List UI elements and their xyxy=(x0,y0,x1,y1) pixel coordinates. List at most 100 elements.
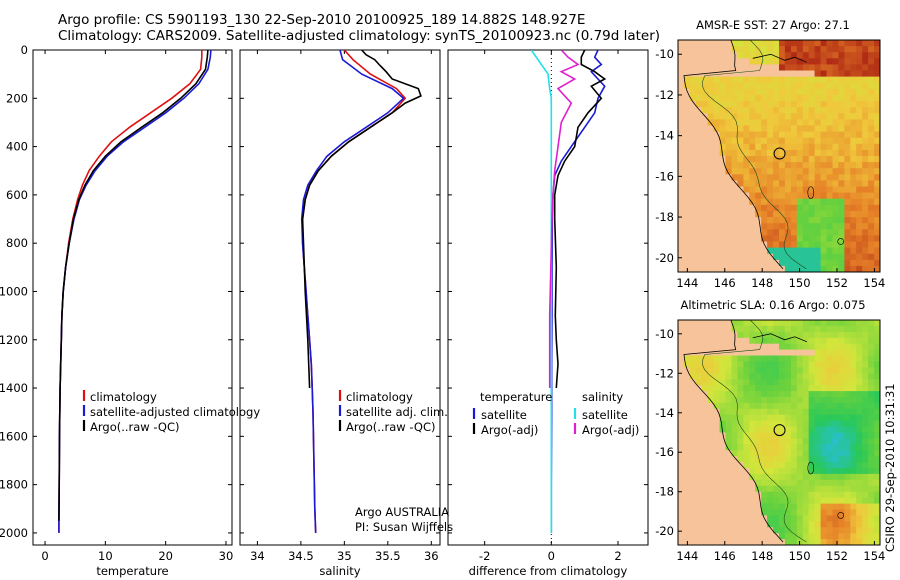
value-cell xyxy=(838,259,845,267)
value-cell xyxy=(802,241,810,249)
value-cell xyxy=(725,379,732,386)
value-cell xyxy=(761,408,768,416)
value-cell xyxy=(784,235,792,243)
value-cell xyxy=(784,113,792,120)
land-cell xyxy=(755,229,762,236)
value-cell xyxy=(767,479,774,487)
value-cell xyxy=(832,223,839,230)
land-cell xyxy=(713,192,721,200)
land-cell xyxy=(689,204,697,212)
land-cell xyxy=(755,509,762,516)
value-cell xyxy=(826,223,833,230)
land-cell xyxy=(695,420,703,428)
value-cell xyxy=(856,444,863,451)
land-cell xyxy=(683,229,691,236)
land-cell xyxy=(731,180,738,188)
value-cell xyxy=(719,125,727,133)
land-cell xyxy=(689,337,697,345)
value-cell xyxy=(856,186,863,194)
value-cell xyxy=(749,107,756,114)
land-cell xyxy=(683,149,691,157)
land-cell xyxy=(683,113,691,120)
value-cell xyxy=(832,162,839,169)
land-cell xyxy=(707,137,715,145)
value-cell xyxy=(773,217,780,224)
value-cell xyxy=(749,420,756,428)
value-cell xyxy=(749,355,756,362)
value-cell xyxy=(779,462,786,469)
land-cell xyxy=(761,64,768,72)
land-cell xyxy=(731,223,738,230)
land-cell xyxy=(725,229,732,236)
land-cell xyxy=(683,101,691,108)
land-cell xyxy=(725,473,732,481)
value-cell xyxy=(850,491,857,499)
reef-outline xyxy=(837,238,845,245)
value-cell xyxy=(725,432,732,439)
land-cell xyxy=(678,361,685,368)
land-cell xyxy=(689,259,697,267)
value-cell xyxy=(856,40,863,47)
value-cell xyxy=(844,515,851,522)
value-cell xyxy=(767,204,774,212)
value-cell xyxy=(832,52,839,59)
value-cell xyxy=(844,168,851,175)
land-cell xyxy=(689,229,697,236)
value-cell xyxy=(808,515,816,522)
y-tick-label: 600 xyxy=(6,188,28,202)
land-cell xyxy=(719,450,727,457)
value-cell xyxy=(790,509,798,516)
value-cell xyxy=(767,58,774,65)
land-cell xyxy=(689,320,697,327)
value-cell xyxy=(701,107,709,114)
value-cell xyxy=(814,265,822,272)
value-cell xyxy=(784,408,792,416)
value-cell xyxy=(874,438,880,445)
value-cell xyxy=(761,497,768,505)
value-cell xyxy=(784,119,792,127)
value-cell xyxy=(826,143,833,151)
land-cell xyxy=(678,180,685,188)
value-cell xyxy=(737,379,744,386)
value-cell xyxy=(832,533,839,540)
value-cell xyxy=(844,149,851,157)
value-cell xyxy=(761,46,768,53)
value-cell xyxy=(767,420,774,428)
value-cell xyxy=(844,229,851,236)
value-cell xyxy=(856,509,863,516)
value-cell xyxy=(737,131,744,139)
value-cell xyxy=(755,88,762,96)
land-cell xyxy=(713,265,721,272)
value-cell xyxy=(814,391,822,398)
land-cell xyxy=(719,337,727,345)
land-cell xyxy=(725,479,732,487)
value-cell xyxy=(808,438,816,445)
value-cell xyxy=(773,94,780,102)
value-cell xyxy=(868,82,875,90)
value-cell xyxy=(826,473,833,481)
y-tick-label: -18 xyxy=(655,210,674,224)
value-cell xyxy=(790,204,798,212)
value-cell xyxy=(844,414,851,422)
value-cell xyxy=(862,473,869,481)
value-cell xyxy=(838,131,845,139)
land-cell xyxy=(761,265,768,272)
land-cell xyxy=(707,485,715,493)
x-tick-label: 148 xyxy=(751,276,773,290)
value-cell xyxy=(796,241,804,249)
value-cell xyxy=(779,343,786,351)
value-cell xyxy=(749,450,756,457)
land-cell xyxy=(678,473,685,481)
value-cell xyxy=(743,325,750,333)
land-cell xyxy=(779,539,786,545)
value-cell xyxy=(808,82,816,90)
land-cell xyxy=(701,235,709,243)
value-cell xyxy=(844,113,851,120)
value-cell xyxy=(749,397,756,404)
value-cell xyxy=(844,426,851,434)
value-cell xyxy=(850,408,857,416)
land-cell xyxy=(678,485,685,493)
value-cell xyxy=(856,456,863,463)
value-cell xyxy=(802,402,810,410)
land-cell xyxy=(719,539,727,545)
